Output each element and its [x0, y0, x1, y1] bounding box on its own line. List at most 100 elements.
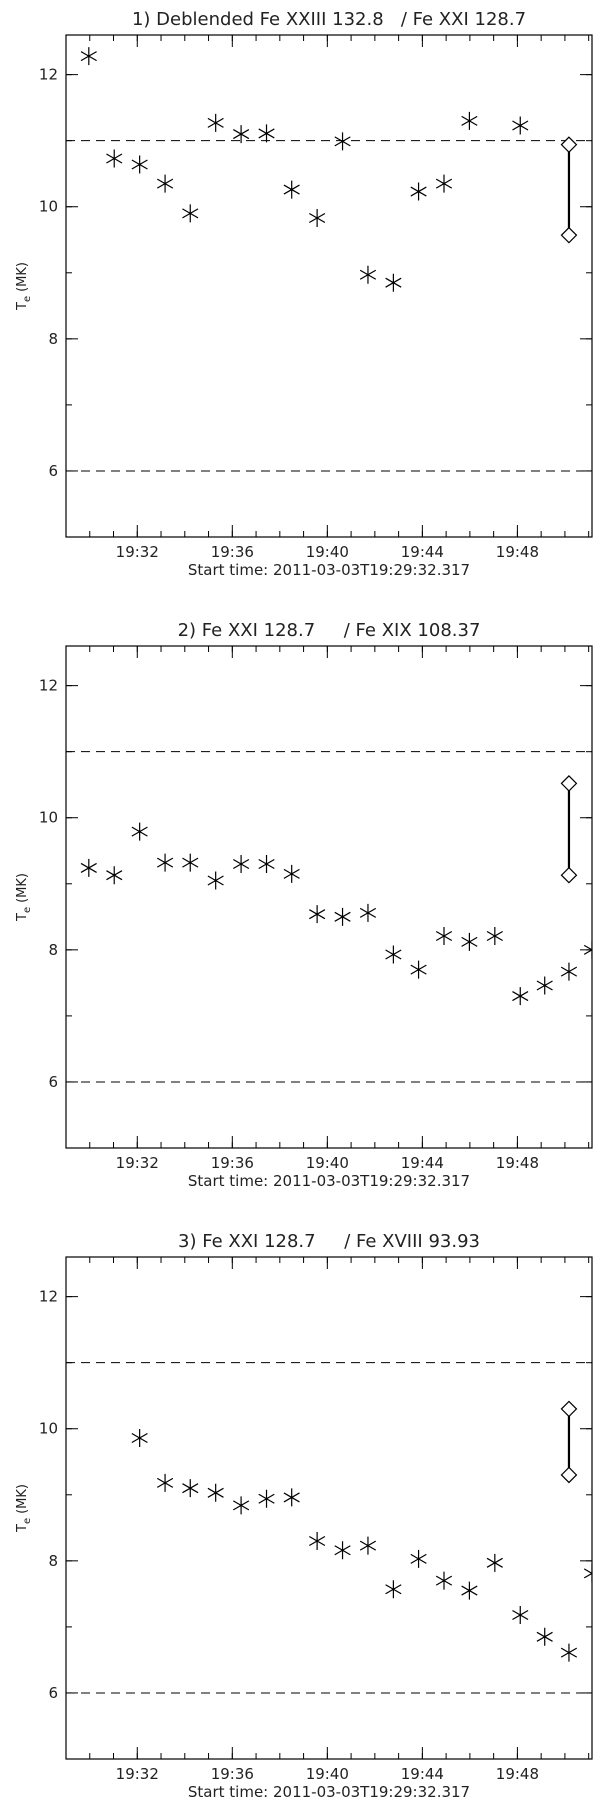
asterisk-point [233, 854, 250, 873]
asterisk-point [583, 1564, 592, 1583]
asterisk-point [309, 1532, 326, 1551]
x-tick-label: 19:44 [401, 1154, 444, 1172]
asterisk-point [182, 204, 199, 223]
asterisk-point [156, 174, 174, 193]
plot-area [66, 1362, 592, 1694]
y-axis-label-symbol: T [15, 302, 30, 311]
panel: 2) Fe XXI 128.7 / Fe XIX 108.37 19:32 19:3… [15, 620, 593, 1190]
y-axis-label-unit: (MK) [15, 873, 30, 903]
asterisk-point [156, 1473, 174, 1492]
asterisk-point [536, 976, 553, 995]
x-tick-label: 19:32 [116, 1154, 159, 1172]
x-axis-label: Start time: 2011-03-03T19:29:32.317 [188, 1172, 470, 1190]
y-tick-label: 8 [48, 941, 58, 959]
asterisk-point [435, 926, 453, 945]
panel-title: 2) Fe XXI 128.7 / Fe XIX 108.37 [178, 620, 481, 641]
asterisk-point [385, 273, 402, 292]
plot-frame [65, 1256, 593, 1760]
x-tick-label: 19:40 [306, 543, 349, 561]
y-axis-label-subscript: e [22, 907, 33, 913]
x-tick-label: 19:36 [211, 1765, 254, 1783]
y-tick-label: 6 [48, 1073, 58, 1091]
asterisk-point [435, 1571, 453, 1590]
y-tick-label: 6 [48, 462, 58, 480]
asterisk-point [410, 1549, 427, 1568]
diamond-marker [560, 866, 578, 884]
x-tick-label: 19:44 [401, 543, 444, 561]
asterisk-point [410, 960, 427, 979]
x-tick-label: 19:48 [496, 1765, 539, 1783]
asterisk-point [385, 945, 402, 964]
plot-area [66, 47, 592, 472]
y-tick-label: 10 [39, 809, 58, 827]
asterisk-point [334, 1541, 351, 1560]
asterisk-point [207, 1483, 224, 1502]
y-axis-label: Te (MK) [15, 262, 33, 311]
asterisk-point [512, 116, 529, 135]
asterisk-point [258, 124, 275, 143]
x-tick-label: 19:40 [306, 1765, 349, 1783]
asterisk-point [131, 1428, 148, 1447]
asterisk-point [283, 180, 300, 199]
asterisk-point [583, 940, 592, 959]
asterisk-point [359, 265, 377, 284]
asterisk-point [512, 987, 529, 1006]
y-tick-label: 10 [39, 198, 58, 216]
asterisk-point [106, 149, 123, 168]
y-axis-label-unit: (MK) [15, 1484, 30, 1514]
asterisk-point [106, 866, 123, 885]
asterisk-point [258, 1489, 275, 1508]
asterisk-point [461, 932, 478, 951]
asterisk-point [182, 1479, 199, 1498]
asterisk-point [486, 1553, 503, 1572]
y-axis-label-subscript: e [22, 296, 33, 302]
asterisk-point [512, 1606, 529, 1625]
asterisk-point [182, 853, 199, 872]
asterisk-point [385, 1580, 402, 1599]
y-tick-label: 12 [39, 677, 58, 695]
asterisk-point [80, 858, 97, 877]
y-tick-label: 8 [48, 330, 58, 348]
asterisk-point [334, 907, 351, 926]
asterisk-point [435, 174, 453, 193]
asterisk-point [410, 182, 427, 201]
plot-frame [65, 645, 593, 1149]
panel: 1) Deblended Fe XXIII 132.8 / Fe XXI 128… [15, 9, 593, 579]
x-tick-label: 19:48 [496, 543, 539, 561]
y-tick-label: 10 [39, 1420, 58, 1438]
y-tick-label: 12 [39, 66, 58, 84]
asterisk-point [359, 1536, 377, 1555]
panel-title: 1) Deblended Fe XXIII 132.8 / Fe XXI 128… [132, 9, 526, 30]
x-tick-label: 19:32 [116, 1765, 159, 1783]
asterisk-point [131, 822, 148, 841]
y-axis-label-unit: (MK) [15, 262, 30, 292]
asterisk-point [359, 903, 377, 922]
asterisk-point [283, 864, 300, 883]
asterisk-point [233, 1496, 250, 1515]
y-axis-label-symbol: T [15, 1524, 30, 1533]
y-tick-label: 8 [48, 1552, 58, 1570]
diamond-marker [560, 1400, 578, 1418]
asterisk-point [461, 111, 478, 130]
y-tick-label: 6 [48, 1684, 58, 1702]
asterisk-point [283, 1488, 300, 1507]
panel: 3) Fe XXI 128.7 / Fe XVIII 93.93 19:32 19:… [15, 1231, 593, 1801]
x-axis-label: Start time: 2011-03-03T19:29:32.317 [188, 1783, 470, 1801]
x-axis-label: Start time: 2011-03-03T19:29:32.317 [188, 561, 470, 579]
y-tick-label: 12 [39, 1288, 58, 1306]
asterisk-point [233, 125, 250, 144]
y-axis-label: Te (MK) [15, 1484, 33, 1533]
diamond-marker [560, 775, 578, 792]
asterisk-point [560, 1643, 578, 1662]
x-tick-label: 19:48 [496, 1154, 539, 1172]
asterisk-point [80, 47, 97, 66]
asterisk-point [131, 155, 148, 174]
y-axis-label-subscript: e [22, 1518, 33, 1524]
y-axis-label: Te (MK) [15, 873, 33, 922]
asterisk-point [536, 1627, 553, 1646]
x-tick-label: 19:36 [211, 543, 254, 561]
x-tick-label: 19:32 [116, 543, 159, 561]
y-axis-label-symbol: T [15, 913, 30, 922]
asterisk-point [207, 113, 224, 132]
